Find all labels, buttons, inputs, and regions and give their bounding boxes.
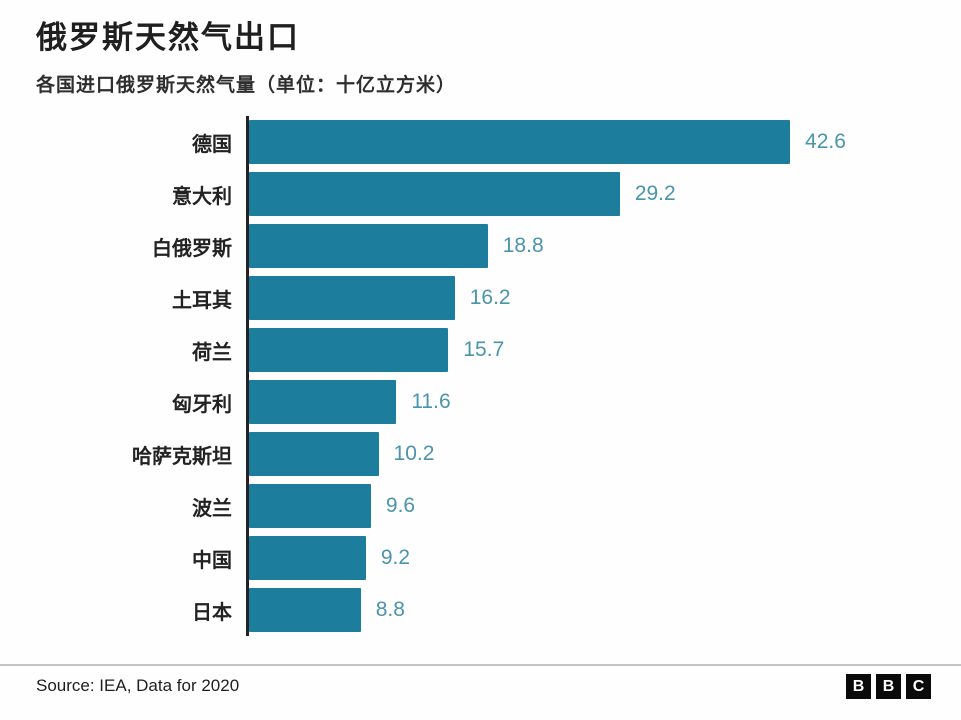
bar-track: 9.6	[246, 480, 941, 532]
bbc-logo-letter: C	[906, 674, 931, 699]
bar-value: 9.6	[385, 494, 416, 517]
bar-value: 29.2	[634, 182, 676, 205]
category-label: 匈牙利	[172, 393, 232, 416]
table-row: 荷兰 15.7	[36, 324, 941, 376]
bar-track: 9.2	[246, 532, 941, 584]
table-row: 中国 9.2	[36, 532, 941, 584]
table-row: 哈萨克斯坦 10.2	[36, 428, 941, 480]
table-row: 白俄罗斯 18.8	[36, 220, 941, 272]
footer-divider	[0, 664, 961, 666]
bar	[249, 172, 620, 216]
bar-track: 16.2	[246, 272, 941, 324]
bar	[249, 432, 379, 476]
bar	[249, 276, 455, 320]
category-label: 中国	[192, 549, 232, 572]
category-label: 波兰	[192, 497, 232, 520]
bar-track: 8.8	[246, 584, 941, 636]
bar-track: 18.8	[246, 220, 941, 272]
bar-value: 42.6	[805, 130, 846, 153]
category-label: 意大利	[172, 185, 232, 208]
category-label: 荷兰	[192, 341, 232, 364]
category-label: 德国	[192, 133, 232, 156]
table-row: 日本 8.8	[36, 584, 941, 636]
bar-value: 10.2	[393, 442, 435, 465]
bar-value: 18.8	[502, 234, 544, 257]
source-caption: Source: IEA, Data for 2020	[36, 676, 240, 695]
bar-value: 8.8	[375, 598, 405, 621]
table-row: 土耳其 16.2	[36, 272, 941, 324]
bar-track: 29.2	[246, 168, 941, 220]
bar-value: 9.2	[380, 546, 411, 569]
table-row: 匈牙利 11.6	[36, 376, 941, 428]
table-row: 波兰 9.6	[36, 480, 941, 532]
category-label: 哈萨克斯坦	[132, 445, 232, 468]
chart-subtitle: 各国进口俄罗斯天然气量（单位：十亿立方米）	[36, 75, 457, 96]
category-label: 土耳其	[172, 289, 232, 312]
bbc-logo-letter: B	[846, 674, 871, 699]
bar-chart: 德国 42.6 意大利 29.2 白俄罗斯 18.8 土耳其 16.2 荷兰 15.7 匈牙利 11.…	[36, 116, 941, 636]
bar	[249, 120, 791, 164]
page-title: 俄罗斯天然气出口	[36, 20, 300, 55]
bar-value: 16.2	[469, 286, 511, 309]
bar	[249, 536, 366, 580]
table-row: 德国 42.6	[36, 116, 941, 168]
bar-track: 15.7	[246, 324, 941, 376]
category-label: 白俄罗斯	[152, 237, 232, 260]
table-row: 意大利 29.2	[36, 168, 941, 220]
bar	[249, 224, 488, 268]
bar	[249, 484, 371, 528]
bar	[249, 380, 397, 424]
category-label: 日本	[192, 601, 232, 624]
bbc-logo-letter: B	[876, 674, 901, 699]
bar	[249, 588, 361, 632]
bar-track: 10.2	[246, 428, 941, 480]
bar-value: 15.7	[463, 338, 505, 361]
bar-track: 11.6	[246, 376, 941, 428]
bar	[249, 328, 449, 372]
bar-track: 42.6	[246, 116, 941, 168]
bar-value: 11.6	[411, 390, 451, 413]
